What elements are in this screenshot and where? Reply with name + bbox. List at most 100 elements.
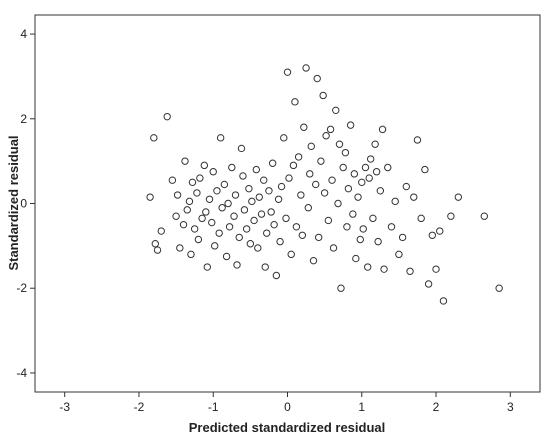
data-point: [230, 212, 238, 220]
data-point: [384, 163, 392, 172]
data-point: [366, 155, 375, 163]
data-point: [359, 225, 367, 233]
data-point: [364, 263, 372, 271]
data-point: [436, 227, 444, 235]
data-point: [349, 210, 357, 218]
data-point: [285, 174, 293, 182]
data-point: [395, 250, 403, 259]
data-point: [339, 163, 347, 172]
data-point: [402, 182, 411, 191]
data-point: [343, 223, 351, 231]
data-point: [372, 168, 381, 176]
data-point: [417, 214, 425, 223]
data-points: [146, 64, 503, 305]
data-point: [317, 157, 325, 165]
data-point: [369, 214, 377, 223]
data-point: [198, 214, 206, 223]
data-point: [297, 191, 305, 199]
y-axis: -4 -2 0 2 4: [16, 27, 35, 380]
data-point: [220, 180, 229, 189]
data-point: [205, 195, 214, 203]
data-point: [190, 225, 199, 233]
data-point: [208, 218, 216, 227]
data-point: [328, 176, 336, 184]
y-axis-title: Standardized residual: [6, 135, 21, 270]
data-point: [387, 223, 396, 231]
data-point: [211, 242, 219, 250]
data-point: [187, 250, 195, 259]
data-point: [267, 208, 275, 216]
x-axis-title: Predicted standardized residual: [189, 420, 386, 435]
data-point: [291, 98, 299, 106]
data-point: [480, 212, 489, 220]
data-point: [354, 193, 362, 201]
data-point: [239, 172, 247, 180]
data-point: [302, 64, 310, 72]
data-point: [380, 265, 388, 273]
data-point: [313, 74, 321, 83]
data-point: [265, 187, 273, 195]
data-point: [245, 184, 253, 193]
data-point: [193, 189, 201, 197]
data-point: [292, 223, 301, 231]
data-point: [335, 140, 344, 148]
data-point: [228, 163, 236, 172]
data-point: [324, 216, 333, 225]
data-point: [319, 91, 327, 100]
data-point: [410, 193, 418, 201]
data-point: [194, 235, 203, 244]
data-point: [248, 197, 256, 206]
x-tick-label: -2: [134, 400, 145, 414]
data-point: [231, 191, 240, 199]
data-point: [254, 244, 262, 252]
data-point: [203, 263, 211, 271]
data-point: [341, 148, 350, 157]
data-point: [439, 297, 448, 305]
data-point: [329, 244, 338, 252]
data-point: [263, 229, 271, 237]
data-point: [246, 240, 255, 248]
data-point: [172, 212, 180, 220]
data-point: [237, 144, 246, 153]
data-point: [374, 237, 382, 246]
data-point: [298, 231, 307, 239]
data-point: [168, 176, 177, 184]
data-point: [255, 193, 263, 201]
plot-frame: [34, 14, 541, 393]
data-point: [252, 165, 261, 174]
data-point: [151, 240, 160, 248]
data-point: [344, 184, 353, 193]
y-tick-label: -2: [16, 281, 27, 295]
data-point: [346, 121, 355, 129]
data-point: [150, 134, 158, 142]
data-point: [371, 140, 379, 148]
x-tick-label: -1: [208, 400, 219, 414]
data-point: [332, 106, 340, 115]
data-point: [276, 237, 284, 246]
data-point: [222, 252, 231, 261]
x-tick-label: 0: [284, 400, 291, 414]
data-point: [257, 210, 266, 218]
data-point: [300, 123, 308, 131]
data-point: [215, 229, 223, 237]
y-tick-label: 4: [20, 27, 27, 41]
data-point: [163, 112, 171, 121]
data-point: [185, 197, 194, 206]
data-point: [280, 134, 288, 142]
data-point: [356, 235, 364, 244]
x-tick-label: -3: [59, 400, 70, 414]
data-point: [358, 178, 366, 187]
data-point: [188, 178, 197, 187]
data-point: [209, 168, 217, 176]
data-point: [213, 187, 221, 195]
data-point: [320, 189, 329, 197]
data-point: [287, 250, 295, 259]
data-point: [181, 157, 189, 165]
data-point: [179, 220, 188, 229]
data-point: [225, 223, 234, 231]
data-point: [233, 261, 241, 269]
data-point: [312, 180, 320, 189]
data-point: [261, 263, 269, 271]
data-point: [454, 193, 463, 201]
